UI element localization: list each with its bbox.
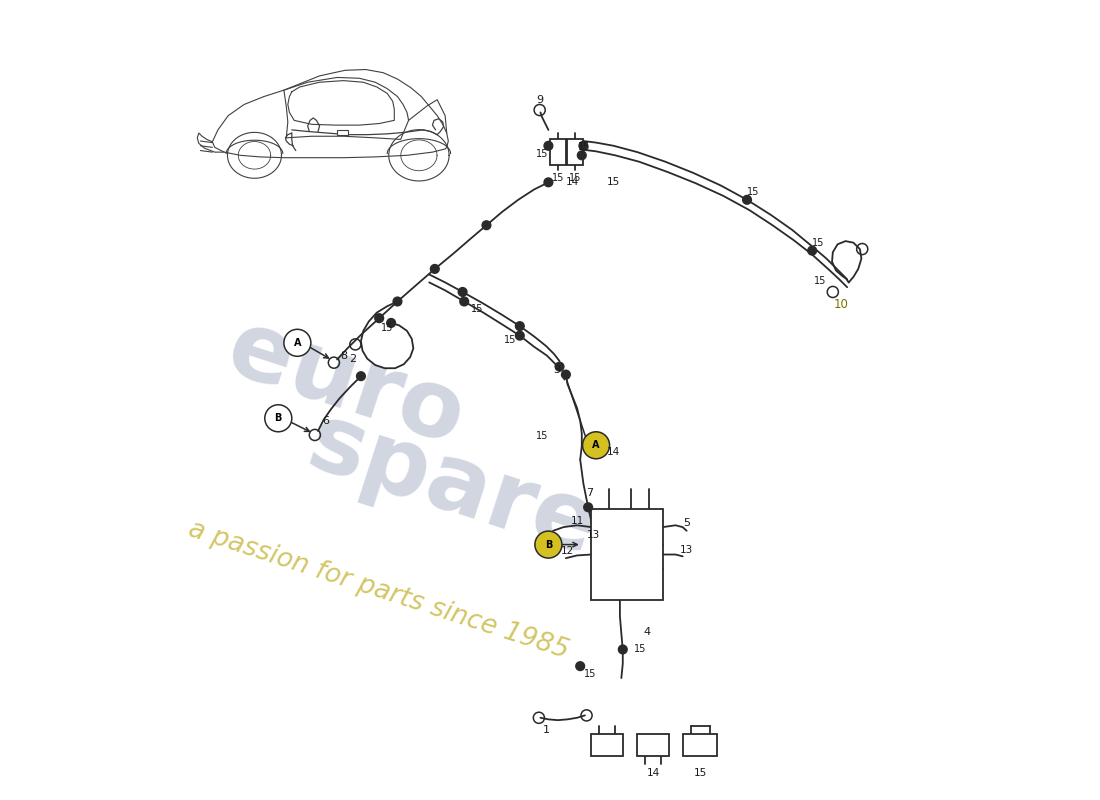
Circle shape bbox=[460, 297, 469, 306]
Circle shape bbox=[393, 297, 402, 306]
Text: 15: 15 bbox=[578, 142, 591, 152]
Text: 15: 15 bbox=[583, 669, 596, 679]
Text: 11: 11 bbox=[571, 516, 584, 526]
Text: 15: 15 bbox=[814, 276, 826, 286]
Circle shape bbox=[584, 503, 593, 512]
Circle shape bbox=[516, 322, 525, 330]
Text: spares: spares bbox=[296, 397, 661, 594]
Circle shape bbox=[459, 287, 468, 296]
Text: 15: 15 bbox=[471, 305, 483, 314]
Circle shape bbox=[265, 405, 292, 432]
Text: 13: 13 bbox=[587, 530, 601, 540]
Text: 10: 10 bbox=[834, 298, 848, 311]
Text: 15: 15 bbox=[607, 177, 620, 186]
Text: 14: 14 bbox=[565, 177, 579, 186]
Text: 15: 15 bbox=[693, 768, 707, 778]
Text: 13: 13 bbox=[680, 545, 693, 555]
Bar bbox=[683, 734, 717, 756]
Bar bbox=[592, 509, 663, 600]
Text: 9: 9 bbox=[536, 94, 543, 105]
Circle shape bbox=[575, 662, 584, 670]
Bar bbox=[550, 139, 565, 165]
Text: B: B bbox=[275, 414, 282, 423]
Circle shape bbox=[430, 265, 439, 274]
Circle shape bbox=[742, 195, 751, 204]
Text: A: A bbox=[592, 440, 600, 450]
Bar bbox=[637, 734, 669, 756]
Bar bbox=[592, 734, 623, 756]
Circle shape bbox=[583, 432, 609, 458]
Text: 15: 15 bbox=[569, 173, 582, 182]
Circle shape bbox=[561, 370, 570, 379]
Circle shape bbox=[375, 314, 384, 322]
Text: 7: 7 bbox=[586, 488, 593, 498]
Circle shape bbox=[535, 531, 562, 558]
Circle shape bbox=[544, 142, 553, 150]
Circle shape bbox=[556, 362, 564, 371]
Bar bbox=[568, 139, 583, 165]
Text: 15: 15 bbox=[536, 430, 548, 441]
Circle shape bbox=[579, 142, 587, 150]
Circle shape bbox=[387, 318, 396, 327]
Text: 2: 2 bbox=[350, 354, 356, 364]
Text: B: B bbox=[544, 539, 552, 550]
Text: 14: 14 bbox=[607, 446, 620, 457]
Text: 5: 5 bbox=[683, 518, 690, 527]
Circle shape bbox=[356, 372, 365, 381]
Text: 6: 6 bbox=[322, 417, 330, 426]
Text: 12: 12 bbox=[561, 546, 574, 556]
Circle shape bbox=[284, 330, 311, 356]
Circle shape bbox=[544, 178, 553, 186]
Text: 15: 15 bbox=[536, 149, 548, 158]
Text: 4: 4 bbox=[644, 627, 650, 637]
Text: euro: euro bbox=[217, 303, 476, 466]
Circle shape bbox=[578, 151, 586, 160]
Circle shape bbox=[482, 221, 491, 230]
Text: 3: 3 bbox=[553, 365, 560, 375]
Circle shape bbox=[516, 331, 525, 340]
Text: 15: 15 bbox=[552, 173, 564, 182]
Text: 1: 1 bbox=[543, 726, 550, 735]
Text: a passion for parts since 1985: a passion for parts since 1985 bbox=[185, 517, 572, 665]
Text: 15: 15 bbox=[504, 335, 517, 346]
Text: 15: 15 bbox=[747, 187, 760, 197]
Text: 15: 15 bbox=[381, 322, 394, 333]
Text: 14: 14 bbox=[647, 768, 660, 778]
Text: 15: 15 bbox=[634, 645, 647, 654]
Text: 15: 15 bbox=[812, 238, 825, 248]
Text: A: A bbox=[294, 338, 301, 348]
Circle shape bbox=[807, 246, 816, 255]
Text: 8: 8 bbox=[340, 351, 346, 362]
Bar bbox=[337, 130, 349, 135]
Circle shape bbox=[618, 645, 627, 654]
